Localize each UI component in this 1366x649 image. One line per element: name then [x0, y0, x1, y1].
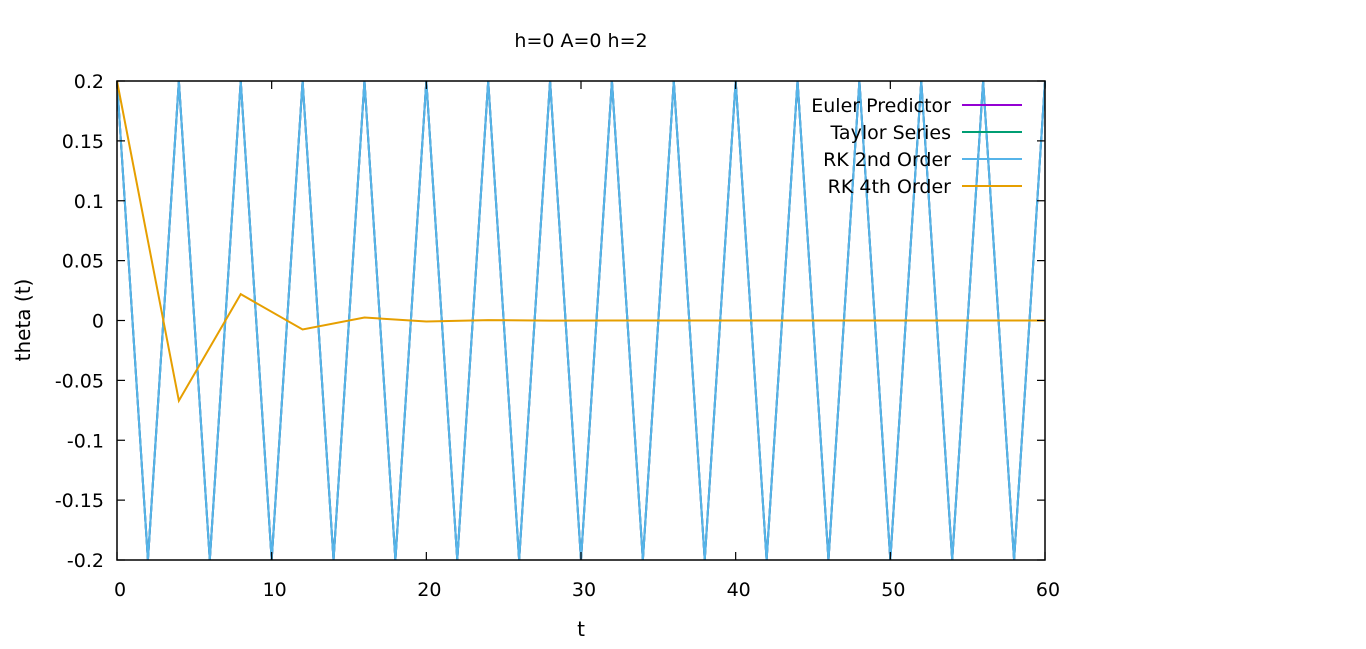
x-tick-label: 50 [881, 579, 905, 601]
x-tick-label: 20 [417, 579, 441, 601]
y-tick-label: -0.05 [55, 370, 104, 392]
legend-label-1: Taylor Series [829, 122, 951, 144]
y-tick-label: 0.15 [62, 131, 104, 153]
y-tick-label: -0.15 [55, 490, 104, 512]
y-axis-label: theta (t) [11, 279, 35, 362]
legend-label-0: Euler Predictor [811, 95, 951, 117]
y-tick-label: 0.2 [74, 71, 104, 93]
y-tick-label: 0.05 [62, 251, 104, 273]
x-tick-label: 30 [572, 579, 596, 601]
axis-ticks [116, 80, 1046, 561]
x-tick-label: 0 [114, 579, 126, 601]
tick-labels: 0 10 20 30 40 50 60 0.2 0.15 0.1 0.05 0 -0.05 -0.1 -0.… [55, 71, 1060, 601]
legend: Euler Predictor Taylor Series RK 2nd Order… [811, 95, 1022, 198]
y-tick-label: -0.1 [67, 430, 104, 452]
series-line-3 [116, 80, 1045, 404]
y-tick-label: -0.2 [67, 550, 104, 572]
chart-title: h=0 A=0 h=2 [514, 30, 647, 52]
x-tick-label: 10 [263, 579, 287, 601]
y-tick-label: 0 [92, 311, 104, 333]
x-tick-label: 40 [727, 579, 751, 601]
x-tick-label: 60 [1036, 579, 1060, 601]
y-tick-label: 0.1 [74, 191, 104, 213]
x-axis-label: t [577, 617, 585, 641]
legend-label-3: RK 4th Order [828, 176, 952, 198]
legend-label-2: RK 2nd Order [823, 149, 951, 171]
